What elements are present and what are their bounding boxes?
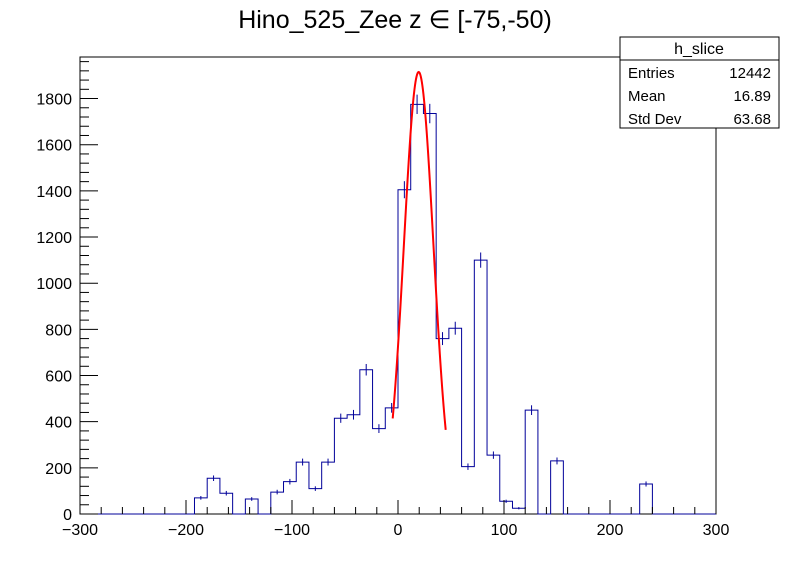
y-tick-label: 1200 [36, 230, 72, 247]
stats-stddev-value: 63.68 [733, 111, 771, 128]
y-tick-label: 200 [45, 461, 72, 478]
y-tick-label: 400 [45, 415, 72, 432]
stats-mean-label: Mean [628, 88, 666, 105]
chart-title: Hino_525_Zee z ∈ [-75,-50) [238, 6, 552, 34]
stats-entries-label: Entries [628, 65, 675, 82]
stats-entries-value: 12442 [729, 65, 771, 82]
stats-box-title: h_slice [674, 41, 724, 58]
y-tick-label: 600 [45, 369, 72, 386]
y-tick-label: 1800 [36, 92, 72, 109]
gaussian-fit-curve [391, 70, 447, 430]
x-tick-label: 0 [394, 522, 403, 539]
x-tick-label: 200 [597, 522, 624, 539]
stats-mean-value: 16.89 [733, 88, 771, 105]
y-tick-label: 1000 [36, 276, 72, 293]
x-tick-label: 300 [703, 522, 730, 539]
y-tick-label: 800 [45, 322, 72, 339]
x-tick-label: 100 [491, 522, 518, 539]
y-tick-label: 0 [63, 507, 72, 524]
y-tick-label: 1600 [36, 138, 72, 155]
x-tick-label: −300 [62, 522, 98, 539]
x-tick-label: −100 [274, 522, 310, 539]
stats-stddev-label: Std Dev [628, 111, 682, 128]
y-tick-label: 1400 [36, 184, 72, 201]
histogram-outline [80, 103, 716, 515]
stats-box: h_slice Entries 12442 Mean 16.89 Std Dev… [619, 36, 780, 129]
stats-box-frame [619, 36, 780, 129]
plot-area: −300 −200 −100 0 100 200 300 0 200 400 600 800 1000 1… [36, 56, 730, 539]
x-tick-label: −200 [168, 522, 204, 539]
